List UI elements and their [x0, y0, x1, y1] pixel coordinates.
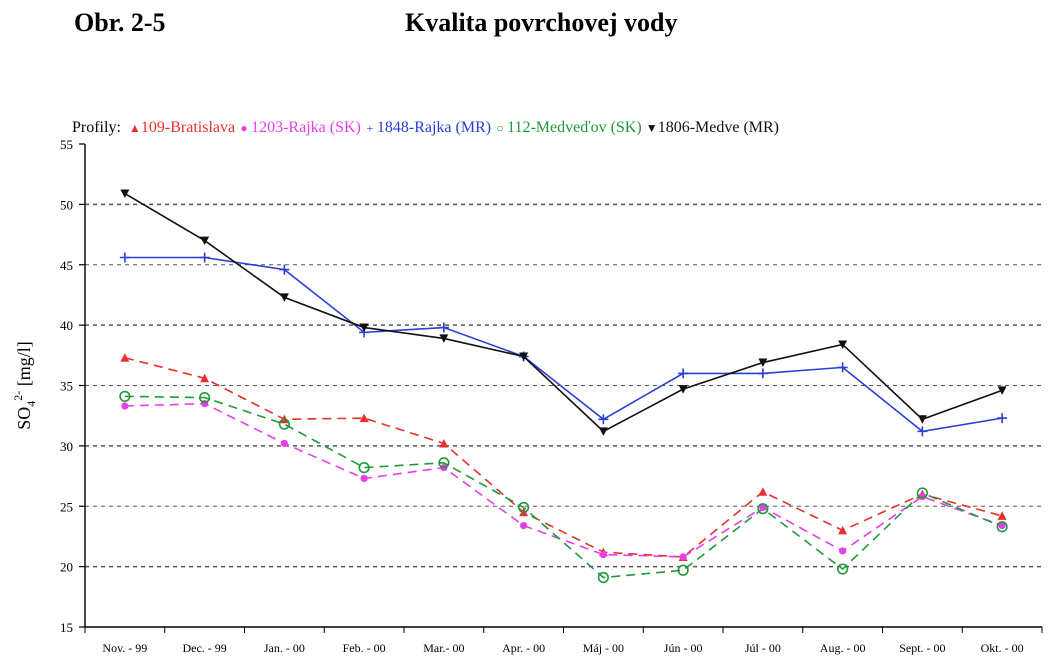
y-tick-label: 50 — [60, 197, 73, 212]
data-point — [996, 521, 1008, 533]
data-point — [998, 521, 1006, 530]
data-point — [438, 322, 449, 333]
data-point — [757, 503, 769, 515]
legend-item: ▲109-Bratislava — [129, 119, 235, 136]
data-point — [279, 293, 289, 302]
data-point — [839, 547, 847, 555]
data-point — [359, 323, 369, 333]
x-tick-label: Nov. - 99 — [102, 641, 147, 655]
data-point — [119, 252, 130, 263]
legend-item-label: 112-Medveďov (SK) — [507, 119, 642, 136]
series-line — [124, 402, 1003, 558]
figure-label: Obr. 2-5 — [74, 8, 166, 37]
data-point — [758, 358, 768, 368]
y-axis-label: SO42- [mg/l] — [11, 341, 38, 430]
series-line — [124, 256, 1003, 433]
data-point — [279, 264, 290, 275]
data-point — [678, 385, 688, 394]
data-point — [598, 414, 609, 425]
data-point — [677, 564, 689, 576]
data-point — [997, 413, 1008, 424]
data-point — [597, 571, 609, 584]
x-tick-label: Máj - 00 — [583, 641, 624, 655]
data-point — [519, 352, 529, 362]
data-point — [838, 525, 848, 535]
data-point — [997, 511, 1007, 520]
series-line — [124, 356, 1003, 558]
data-point — [439, 334, 449, 343]
x-tick-label: Sept. - 00 — [899, 641, 945, 655]
data-point — [759, 503, 767, 512]
legend-item-label: 1806-Medve (MR) — [657, 119, 779, 136]
x-tick-label: Dec. - 99 — [182, 641, 226, 655]
data-point — [121, 402, 129, 410]
legend-marker-icon: ○ — [496, 121, 504, 135]
x-tick-label: Jan. - 00 — [264, 641, 305, 655]
y-tick-label: 15 — [60, 620, 73, 635]
x-tick-label: Jún - 00 — [664, 641, 703, 655]
y-tick-label: 30 — [60, 439, 73, 454]
data-point — [918, 492, 926, 501]
data-point — [200, 236, 210, 246]
data-point — [916, 487, 928, 499]
data-point — [520, 521, 528, 530]
legend: Profily: ▲109-Bratislava ● 1203-Rajka (SK)… — [72, 119, 779, 137]
data-point — [678, 368, 689, 379]
x-tick-label: Feb. - 00 — [343, 641, 386, 655]
data-point — [120, 353, 130, 362]
x-tick-label: Mar.- 00 — [423, 641, 464, 655]
legend-marker-icon: + — [366, 121, 374, 135]
data-point — [758, 487, 768, 496]
data-point — [679, 553, 687, 561]
data-point — [997, 386, 1007, 395]
data-point — [278, 418, 290, 430]
data-point — [199, 252, 210, 263]
data-point — [200, 373, 210, 383]
legend-item: ● 1203-Rajka (SK) — [239, 119, 361, 136]
data-point — [120, 189, 130, 199]
data-point — [199, 391, 211, 404]
legend-item-label: 109-Bratislava — [140, 119, 236, 136]
data-point — [119, 390, 131, 402]
x-tick-label: Okt. - 00 — [981, 641, 1024, 655]
data-point — [837, 563, 849, 575]
x-tick-label: Júl - 00 — [745, 641, 781, 655]
data-point — [917, 415, 927, 424]
y-tick-label: 25 — [60, 499, 73, 514]
y-tick-label: 45 — [60, 258, 73, 273]
legend-item-label: 1203-Rajka (SK) — [251, 119, 361, 136]
data-point — [598, 427, 608, 436]
legend-item: ○ 112-Medveďov (SK) — [495, 119, 642, 136]
data-point — [360, 474, 368, 483]
legend-item-label: 1848-Rajka (MR) — [376, 119, 492, 136]
legend-marker-icon: ▼ — [645, 121, 658, 135]
legend-label: Profily: — [72, 119, 121, 136]
series-line — [124, 192, 1003, 433]
legend-marker-icon: ● — [240, 121, 248, 135]
data-point — [518, 501, 530, 514]
data-point — [917, 426, 928, 437]
chart-title: Kvalita povrchovej vody — [405, 8, 678, 37]
legend-item: +1848-Rajka (MR) — [365, 119, 491, 136]
data-point — [438, 457, 450, 469]
data-point — [838, 340, 848, 349]
data-point — [599, 550, 607, 559]
data-point — [358, 462, 370, 474]
x-tick-label: Aug. - 00 — [820, 641, 866, 655]
y-tick-label: 20 — [60, 560, 73, 575]
data-point — [837, 362, 848, 373]
data-point — [439, 438, 449, 448]
x-tick-label: Apr. - 00 — [502, 641, 545, 655]
legend-item: ▼1806-Medve (MR) — [646, 119, 779, 136]
data-point — [757, 368, 768, 379]
legend-marker-icon: ▲ — [128, 121, 141, 135]
y-tick-label: 35 — [60, 379, 73, 394]
data-point — [280, 439, 288, 448]
data-point — [359, 413, 369, 423]
y-tick-label: 55 — [60, 137, 73, 152]
y-tick-label: 40 — [60, 318, 73, 333]
series-line — [124, 395, 1003, 579]
